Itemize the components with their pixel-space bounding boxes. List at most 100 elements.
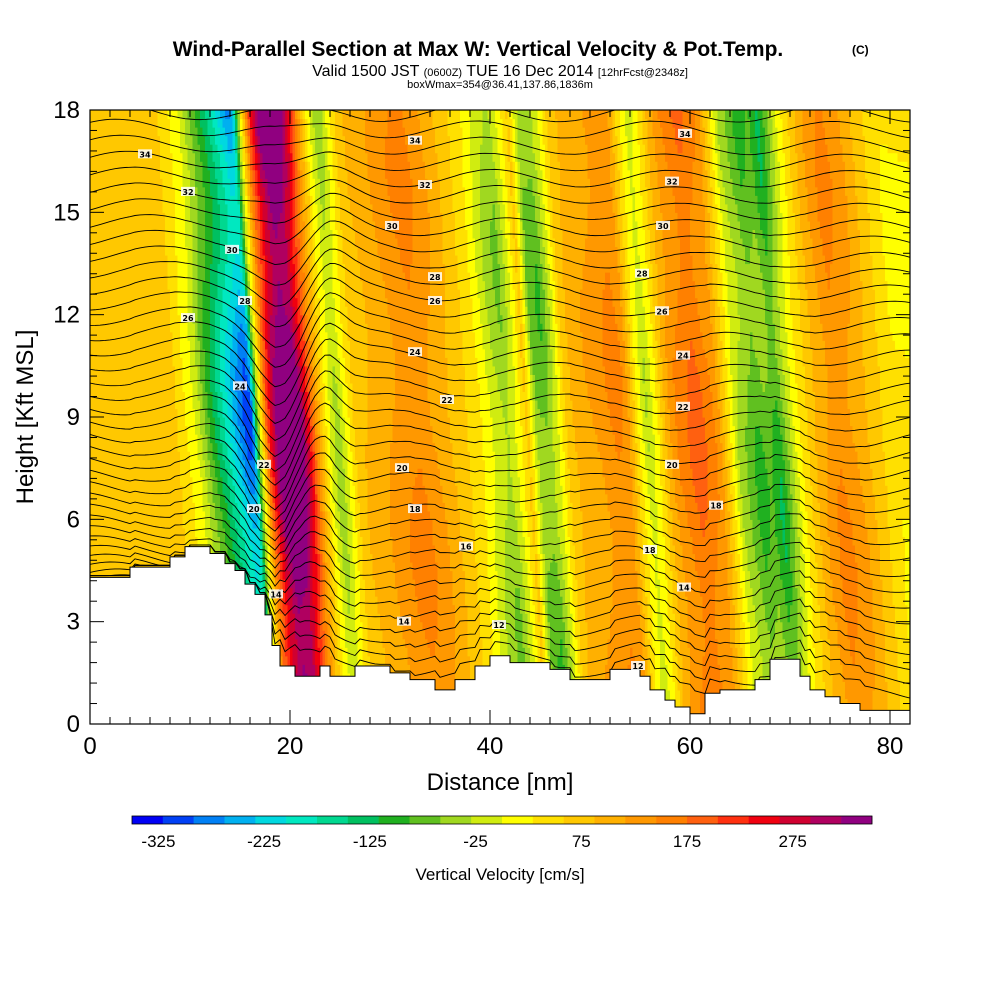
velocity-cell (97, 459, 101, 469)
velocity-cell (155, 297, 159, 307)
velocity-cell (157, 220, 161, 230)
velocity-cell (165, 442, 169, 452)
velocity-cell (92, 152, 96, 162)
velocity-cell (97, 229, 101, 239)
velocity-cell (162, 178, 166, 188)
velocity-cell (150, 510, 154, 520)
velocity-cell (105, 468, 109, 478)
velocity-cell (112, 561, 116, 572)
velocity-cell (122, 144, 126, 154)
velocity-cell (217, 374, 221, 384)
velocity-cell (170, 382, 174, 393)
velocity-cell (122, 391, 126, 401)
velocity-cell (100, 144, 104, 154)
velocity-cell (120, 340, 124, 350)
velocity-cell (217, 306, 221, 316)
velocity-cell (125, 237, 129, 248)
velocity-cell (140, 468, 144, 478)
velocity-cell (100, 212, 104, 222)
velocity-cell (165, 374, 169, 384)
velocity-cell (107, 493, 111, 503)
velocity-cell (202, 417, 206, 427)
velocity-cell (187, 135, 191, 145)
velocity-cell (182, 272, 186, 282)
velocity-cell (185, 246, 189, 256)
velocity-cell (217, 314, 221, 324)
velocity-cell (160, 519, 164, 529)
velocity-cell (162, 502, 166, 512)
velocity-cell (165, 527, 169, 537)
velocity-cell (182, 357, 186, 367)
velocity-cell (155, 399, 159, 410)
velocity-cell (185, 263, 189, 273)
velocity-cell (95, 323, 99, 333)
velocity-cell (152, 365, 156, 375)
velocity-cell (210, 451, 214, 461)
velocity-cell (112, 272, 116, 282)
velocity-cell (150, 118, 154, 128)
velocity-cell (210, 442, 214, 452)
velocity-cell (160, 254, 164, 265)
velocity-cell (205, 399, 209, 410)
velocity-cell (205, 459, 209, 469)
velocity-cell (205, 382, 209, 393)
velocity-cell (205, 425, 209, 435)
velocity-cell (202, 374, 206, 384)
velocity-cell (142, 331, 146, 341)
velocity-cell (185, 382, 189, 393)
velocity-cell (145, 195, 149, 205)
velocity-cell (142, 442, 146, 452)
velocity-cell (157, 118, 161, 128)
velocity-cell (135, 203, 139, 213)
velocity-cell (187, 417, 191, 427)
velocity-cell (127, 391, 131, 401)
velocity-cell (120, 289, 124, 299)
velocity-cell (107, 399, 111, 410)
velocity-cell (205, 246, 209, 256)
velocity-cell (215, 331, 219, 341)
velocity-cell (165, 348, 169, 358)
velocity-cell (115, 263, 119, 273)
velocity-cell (130, 374, 134, 384)
velocity-cell (170, 306, 174, 316)
velocity-cell (207, 195, 211, 205)
velocity-cell (142, 510, 146, 520)
velocity-cell (140, 561, 144, 572)
velocity-cell (147, 135, 151, 145)
velocity-cell (215, 254, 219, 265)
velocity-cell (137, 169, 141, 179)
velocity-cell (165, 357, 169, 367)
velocity-cell (195, 519, 199, 529)
velocity-cell (127, 434, 131, 444)
velocity-cell (147, 118, 151, 128)
velocity-cell (207, 144, 211, 154)
velocity-cell (122, 254, 126, 265)
velocity-cell (95, 357, 99, 367)
velocity-cell (137, 331, 141, 341)
velocity-cell (192, 408, 196, 418)
velocity-cell (130, 510, 134, 520)
velocity-cell (140, 297, 144, 307)
velocity-cell (187, 391, 191, 401)
velocity-cell (175, 297, 179, 307)
velocity-cell (180, 246, 184, 256)
velocity-cell (205, 527, 209, 537)
velocity-cell (205, 536, 209, 546)
velocity-cell (187, 365, 191, 375)
velocity-cell (170, 203, 174, 213)
velocity-cell (147, 314, 151, 324)
velocity-cell (165, 399, 169, 410)
velocity-cell (130, 365, 134, 375)
velocity-cell (175, 399, 179, 410)
velocity-cell (162, 459, 166, 469)
velocity-cell (160, 417, 164, 427)
velocity-cell (110, 434, 114, 444)
velocity-cell (207, 357, 211, 367)
velocity-cell (97, 306, 101, 316)
velocity-cell (120, 314, 124, 324)
velocity-cell (140, 451, 144, 461)
velocity-cell (175, 493, 179, 503)
velocity-cell (185, 399, 189, 410)
velocity-cell (172, 536, 176, 546)
velocity-cell (207, 127, 211, 137)
